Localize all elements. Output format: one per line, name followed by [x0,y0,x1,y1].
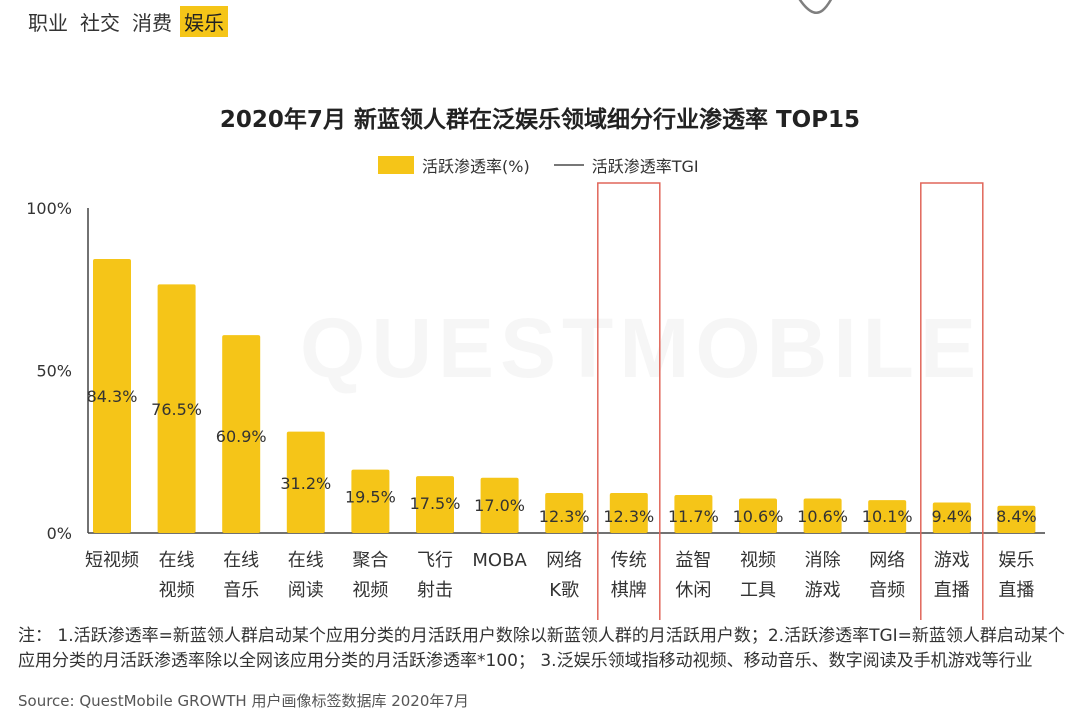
chart-canvas: 0%50%100%1111001061071071011159715210210… [0,0,1080,620]
bar-value-label: 11.7% [668,507,719,526]
x-category-label: 游戏 [934,550,970,571]
x-category-label: 直播 [998,580,1034,601]
x-category-label: 网络 [869,550,905,571]
bar-value-label: 76.5% [151,400,202,419]
y-tick-label: 100% [26,199,72,218]
x-category-label: 网络 [546,550,582,571]
bar-value-label: 19.5% [345,488,396,507]
bar-value-label: 31.2% [280,474,331,493]
x-category-label: 直播 [934,580,970,601]
bar-value-label: 84.3% [87,387,138,406]
source-note: Source: QuestMobile GROWTH 用户画像标签数据库 202… [18,690,469,711]
x-category-label: 棋牌 [611,580,647,601]
x-category-label: MOBA [472,550,527,571]
x-category-label: 阅读 [288,580,324,601]
bar-value-label: 8.4% [996,507,1037,526]
x-category-label: 工具 [740,580,776,601]
x-category-label: 音乐 [223,580,259,601]
x-category-label: 飞行 [417,550,453,571]
bar-value-label: 60.9% [216,427,267,446]
x-category-label: 短视频 [85,550,139,571]
bar-value-label: 10.1% [862,507,913,526]
x-category-label: 在线 [159,550,195,571]
tgi-line [112,0,1016,13]
x-category-label: 游戏 [805,580,841,601]
x-category-label: 在线 [223,550,259,571]
bar-value-label: 12.3% [603,507,654,526]
x-category-label: 消除 [805,550,841,571]
bar-value-label: 9.4% [931,507,972,526]
x-category-label: 视频 [352,580,388,601]
x-category-label: K歌 [549,580,579,601]
bar-value-label: 10.6% [733,507,784,526]
x-category-label: 音频 [869,580,905,601]
y-tick-label: 0% [47,524,72,543]
x-category-label: 聚合 [352,550,388,571]
x-category-label: 射击 [417,580,453,601]
x-category-label: 休闲 [675,580,711,601]
bar-value-label: 10.6% [797,507,848,526]
x-category-label: 娱乐 [998,550,1034,571]
x-category-label: 传统 [611,550,647,571]
bar-value-label: 17.0% [474,496,525,515]
bar-value-label: 12.3% [539,507,590,526]
x-category-label: 视频 [740,550,776,571]
x-category-label: 在线 [288,550,324,571]
footnote: 注： 1.活跃渗透率=新蓝领人群启动某个应用分类的月活跃用户数除以新蓝领人群的月… [18,624,1068,674]
y-tick-label: 50% [36,362,72,381]
bar-value-label: 17.5% [410,494,461,513]
x-category-label: 益智 [675,550,711,571]
x-category-label: 视频 [159,580,195,601]
